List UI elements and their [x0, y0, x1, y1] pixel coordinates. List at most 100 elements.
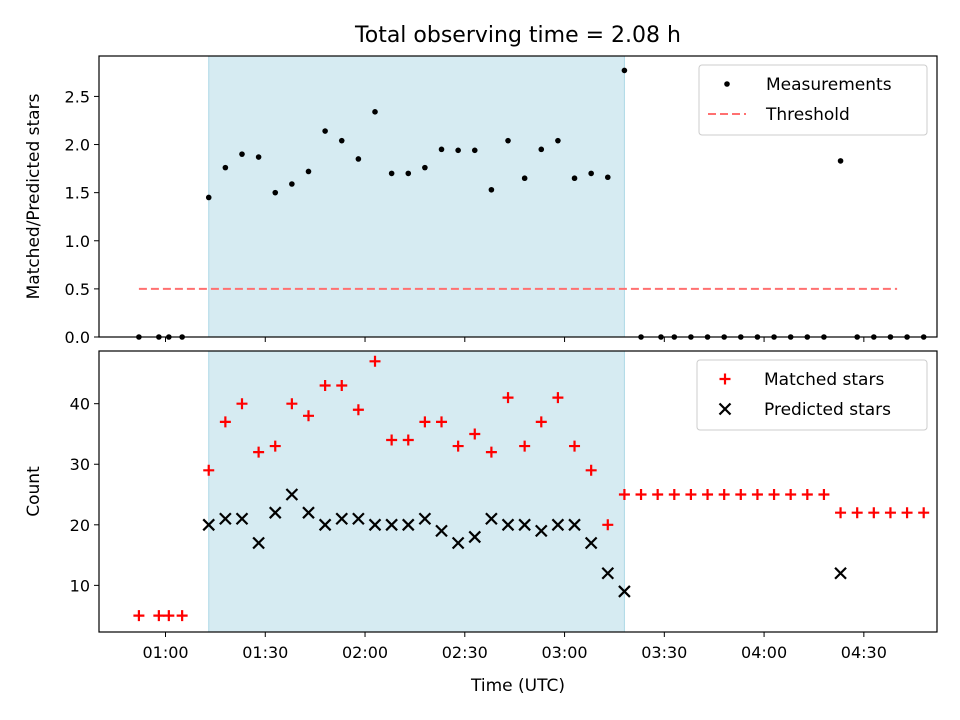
x-tick-label: 02:00: [342, 643, 388, 662]
x-tick-label: 04:00: [741, 643, 787, 662]
data-point: [222, 164, 229, 171]
y-axis-label: Count: [24, 466, 44, 517]
data-point: [584, 536, 598, 550]
data-point: [488, 186, 495, 193]
data-point: [652, 489, 664, 501]
data-point: [801, 489, 813, 501]
data-point: [751, 489, 763, 501]
y-tick-label: 0.0: [65, 328, 90, 347]
data-point: [502, 392, 514, 404]
data-point: [635, 489, 647, 501]
legend-marker: [718, 402, 732, 416]
data-point: [203, 464, 215, 476]
observing-window-shade: [208, 351, 625, 632]
data-point: [372, 109, 378, 115]
data-point: [153, 610, 165, 622]
data-point: [604, 174, 611, 181]
y-tick-label: 20: [70, 516, 90, 535]
data-point: [785, 489, 797, 501]
data-point: [521, 175, 528, 182]
data-point: [455, 147, 461, 154]
data-point: [176, 610, 188, 622]
axes-frame: [98, 55, 938, 338]
data-point: [451, 536, 465, 550]
x-tick-label: 02:30: [442, 643, 488, 662]
data-point: [501, 518, 515, 532]
data-point: [219, 416, 231, 428]
data-point: [235, 512, 249, 526]
data-point: [485, 512, 498, 526]
data-point: [236, 398, 248, 410]
data-point: [388, 170, 395, 177]
y-tick-label: 1.0: [65, 232, 90, 251]
data-point: [302, 506, 315, 519]
data-point: [401, 518, 415, 532]
data-point: [538, 146, 545, 153]
data-point: [901, 507, 913, 519]
legend-label: Threshold: [765, 105, 850, 125]
data-point: [418, 512, 432, 526]
data-point: [305, 168, 312, 175]
data-point: [485, 446, 497, 458]
data-point: [205, 194, 212, 201]
data-point: [252, 536, 265, 550]
data-point: [505, 137, 511, 144]
chart-title: Total observing time = 2.08 h: [354, 23, 681, 48]
data-point: [835, 507, 847, 519]
data-point: [571, 175, 578, 182]
data-point: [402, 434, 414, 446]
data-point: [405, 170, 412, 177]
data-point: [452, 440, 464, 452]
data-point: [369, 355, 381, 367]
x-tick-label: 01:00: [142, 643, 188, 662]
x-axis-label: Time (UTC): [470, 676, 565, 696]
data-point: [219, 512, 232, 526]
data-point: [319, 380, 331, 392]
data-point: [602, 519, 614, 531]
data-point: [436, 416, 448, 428]
data-point: [368, 518, 382, 532]
y-tick-label: 2.5: [65, 87, 90, 106]
data-point: [535, 416, 547, 428]
legend-marker: [719, 373, 731, 385]
data-point: [555, 137, 561, 144]
data-point: [355, 156, 362, 162]
legend-box: [698, 64, 928, 136]
data-point: [601, 566, 615, 580]
top-panel-ratio: 0.0 0.5 1.0 1.5 2.0 2.5 Matched/Predicted star…: [24, 55, 938, 347]
data-point: [386, 434, 398, 446]
data-point: [352, 512, 365, 526]
data-point: [818, 489, 830, 501]
data-point: [834, 566, 847, 580]
data-point: [468, 530, 482, 544]
data-point: [518, 518, 531, 532]
data-point: [419, 416, 431, 428]
data-point: [551, 518, 565, 532]
data-point: [269, 440, 281, 452]
data-point: [585, 464, 597, 476]
data-point: [268, 506, 282, 519]
data-point: [568, 518, 581, 532]
data-point: [702, 489, 714, 501]
data-point: [668, 489, 680, 501]
data-point: [335, 512, 349, 526]
data-point: [272, 189, 279, 196]
axes-frame: [98, 350, 938, 633]
data-point: [685, 489, 697, 501]
data-point: [918, 507, 930, 519]
data-point: [868, 507, 880, 519]
y-tick-label: 10: [70, 576, 90, 595]
legend-label: Measurements: [766, 75, 892, 95]
data-point: [285, 488, 299, 501]
x-tick-label: 03:30: [641, 643, 687, 662]
y-axis-label: Matched/Predicted stars: [24, 93, 44, 299]
legend: Matched stars Predicted stars: [696, 359, 928, 431]
data-point: [588, 170, 594, 177]
x-tick-label: 03:00: [542, 643, 588, 662]
data-point: [352, 404, 364, 416]
data-point: [318, 518, 332, 532]
data-point: [569, 440, 581, 452]
x-tick-label: 04:30: [841, 643, 887, 662]
data-point: [422, 164, 428, 171]
